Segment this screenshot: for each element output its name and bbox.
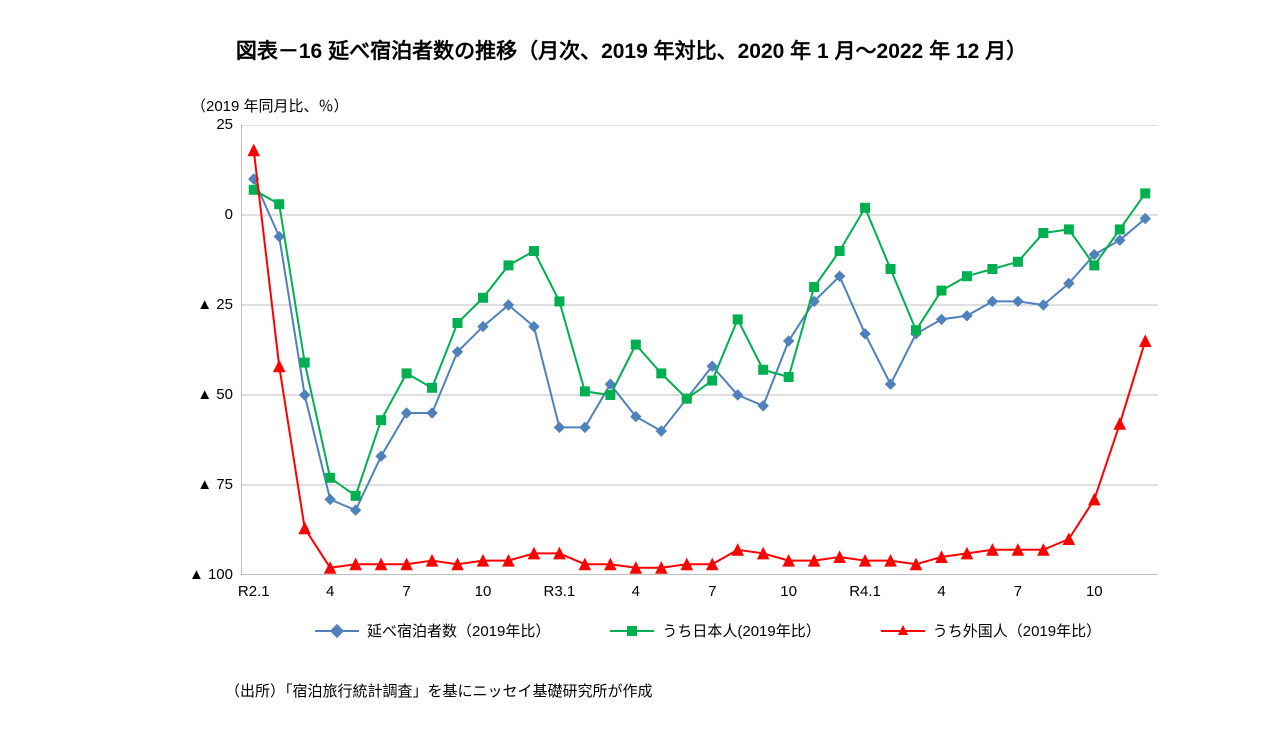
y-tick-label: 25 bbox=[173, 116, 233, 133]
x-tick-label: 10 bbox=[780, 583, 797, 600]
x-tick-label: 7 bbox=[1014, 583, 1022, 600]
legend-swatch bbox=[315, 624, 359, 638]
legend-label: うち外国人（2019年比） bbox=[933, 620, 1101, 641]
y-tick-label: ▲ 100 bbox=[173, 566, 233, 583]
chart-area bbox=[241, 125, 1158, 575]
y-tick-label: ▲ 25 bbox=[173, 296, 233, 313]
legend-swatch bbox=[881, 624, 925, 638]
y-tick-label: ▲ 75 bbox=[173, 476, 233, 493]
x-tick-label: 7 bbox=[708, 583, 716, 600]
x-tick-label: 7 bbox=[402, 583, 410, 600]
source-note: （出所）「宿泊旅行統計調査」を基にニッセイ基礎研究所が作成 bbox=[225, 680, 653, 701]
x-tick-label: R3.1 bbox=[544, 583, 576, 600]
legend-label: うち日本人(2019年比） bbox=[662, 620, 820, 641]
x-tick-label: 10 bbox=[1086, 583, 1103, 600]
y-tick-label: 0 bbox=[173, 206, 233, 223]
x-tick-label: 10 bbox=[475, 583, 492, 600]
legend-item: うち日本人(2019年比） bbox=[610, 620, 820, 641]
chart-title: 図表－16 延べ宿泊者数の推移（月次、2019 年対比、2020 年 1 月～2… bbox=[0, 35, 1263, 65]
legend: 延べ宿泊者数（2019年比） うち日本人(2019年比） うち外国人（2019年比） bbox=[315, 620, 1101, 641]
x-tick-label: R4.1 bbox=[849, 583, 881, 600]
triangle-icon bbox=[898, 625, 908, 635]
x-tick-label: R2.1 bbox=[238, 583, 270, 600]
legend-swatch bbox=[610, 624, 654, 638]
y-tick-label: ▲ 50 bbox=[173, 386, 233, 403]
legend-item: 延べ宿泊者数（2019年比） bbox=[315, 620, 550, 641]
x-tick-label: 4 bbox=[632, 583, 640, 600]
legend-item: うち外国人（2019年比） bbox=[881, 620, 1101, 641]
x-tick-label: 4 bbox=[326, 583, 334, 600]
y-axis-unit-label: （2019 年同月比、％） bbox=[191, 95, 349, 116]
diamond-icon bbox=[330, 623, 344, 637]
legend-label: 延べ宿泊者数（2019年比） bbox=[367, 620, 550, 641]
page-root: 図表－16 延べ宿泊者数の推移（月次、2019 年対比、2020 年 1 月～2… bbox=[0, 0, 1263, 742]
square-icon bbox=[627, 626, 637, 636]
x-tick-label: 4 bbox=[937, 583, 945, 600]
chart-svg bbox=[241, 125, 1158, 575]
